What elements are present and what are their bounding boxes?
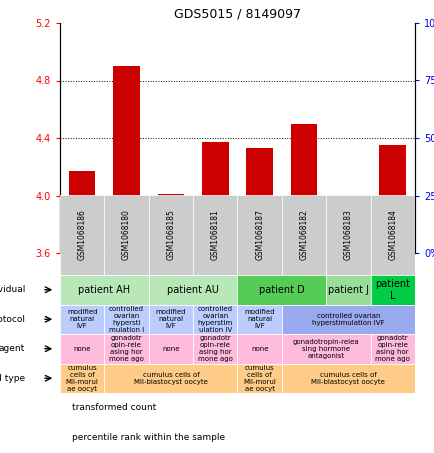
Text: modified
natural
IVF: modified natural IVF xyxy=(155,309,186,329)
Bar xyxy=(290,233,317,238)
Bar xyxy=(334,235,361,240)
Text: gonadotropin-relea
sing hormone
antagonist: gonadotropin-relea sing hormone antagoni… xyxy=(292,339,359,359)
Title: GDS5015 / 8149097: GDS5015 / 8149097 xyxy=(174,7,300,20)
Text: individual: individual xyxy=(0,285,25,294)
Text: GSM1068186: GSM1068186 xyxy=(78,210,86,260)
Text: modified
natural
IVF: modified natural IVF xyxy=(244,309,274,329)
Text: patient AU: patient AU xyxy=(167,285,219,295)
Text: GSM1068181: GSM1068181 xyxy=(210,210,219,260)
Bar xyxy=(334,234,361,246)
Text: cumulus cells of
MII-blastocyst oocyte: cumulus cells of MII-blastocyst oocyte xyxy=(311,372,385,385)
Text: controlled
ovarian
hypersti
mulation I: controlled ovarian hypersti mulation I xyxy=(108,306,144,333)
Text: transformed count: transformed count xyxy=(72,404,156,413)
Bar xyxy=(246,148,273,246)
Text: GSM1068182: GSM1068182 xyxy=(299,210,308,260)
Text: GSM1068184: GSM1068184 xyxy=(388,210,396,260)
Text: agent: agent xyxy=(0,344,25,353)
Bar xyxy=(60,195,104,275)
Text: none: none xyxy=(73,346,91,352)
Text: patient J: patient J xyxy=(327,285,368,295)
Bar xyxy=(378,145,405,246)
Text: cumulus
cells of
MII-morul
ae oocyt: cumulus cells of MII-morul ae oocyt xyxy=(243,365,276,392)
Bar xyxy=(113,66,140,246)
Text: gonadotr
opin-rele
asing hor
mone ago: gonadotr opin-rele asing hor mone ago xyxy=(375,335,409,362)
Text: gonadotr
opin-rele
asing hor
mone ago: gonadotr opin-rele asing hor mone ago xyxy=(109,335,144,362)
Text: controlled ovarian
hyperstimulation IVF: controlled ovarian hyperstimulation IVF xyxy=(312,313,384,326)
Text: percentile rank within the sample: percentile rank within the sample xyxy=(72,434,225,443)
Bar xyxy=(370,195,414,275)
Bar xyxy=(290,124,317,246)
Text: cell type: cell type xyxy=(0,374,25,383)
Text: patient
L: patient L xyxy=(375,279,409,300)
Text: modified
natural
IVF: modified natural IVF xyxy=(67,309,97,329)
Text: gonadotr
opin-rele
asing hor
mone ago: gonadotr opin-rele asing hor mone ago xyxy=(197,335,232,362)
Bar xyxy=(378,233,405,238)
Bar xyxy=(69,171,95,246)
Bar xyxy=(113,229,140,234)
Text: protocol: protocol xyxy=(0,315,25,324)
Text: cumulus
cells of
MII-morul
ae oocyt: cumulus cells of MII-morul ae oocyt xyxy=(66,365,99,392)
Text: none: none xyxy=(250,346,268,352)
Bar xyxy=(201,233,228,238)
Text: GSM1068187: GSM1068187 xyxy=(255,210,263,260)
Text: none: none xyxy=(162,346,179,352)
Bar xyxy=(157,194,184,246)
Bar xyxy=(237,195,281,275)
Bar xyxy=(246,233,273,238)
Text: cumulus cells of
MII-blastocyst oocyte: cumulus cells of MII-blastocyst oocyte xyxy=(134,372,207,385)
Text: GSM1068180: GSM1068180 xyxy=(122,210,131,260)
Text: controlled
ovarian
hyperstim
ulation IV: controlled ovarian hyperstim ulation IV xyxy=(197,306,232,333)
Bar xyxy=(157,235,184,240)
Text: GSM1068185: GSM1068185 xyxy=(166,210,175,260)
Bar xyxy=(326,195,370,275)
Text: patient D: patient D xyxy=(258,285,304,295)
Bar xyxy=(148,195,193,275)
Bar xyxy=(281,195,326,275)
Text: GSM1068183: GSM1068183 xyxy=(343,210,352,260)
Bar xyxy=(201,142,228,246)
Bar xyxy=(193,195,237,275)
Bar xyxy=(69,233,95,238)
Bar xyxy=(104,195,148,275)
Text: patient AH: patient AH xyxy=(78,285,130,295)
